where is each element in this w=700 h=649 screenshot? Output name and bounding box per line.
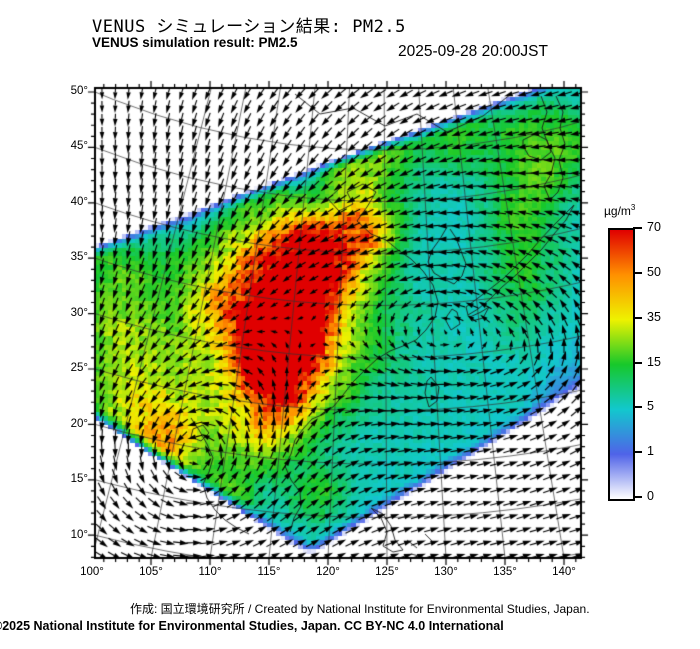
copyright-line: ©2025 National Institute for Environment… <box>0 619 504 633</box>
colorbar-tick-label: 5 <box>647 399 654 413</box>
colorbar-gradient <box>608 228 635 501</box>
credit-line: 作成: 国立環境研究所 / Created by National Instit… <box>130 602 590 616</box>
page-title-japanese: VENUS シミュレーション結果: PM2.5 <box>92 17 406 37</box>
lon-tick-label: 120° <box>316 566 340 578</box>
colorbar-tick-label: 70 <box>647 220 661 234</box>
colorbar-tick <box>633 227 642 229</box>
timestamp: 2025-09-28 20:00JST <box>398 43 548 60</box>
colorbar-tick-label: 1 <box>647 444 654 458</box>
colorbar-units-label: µg/m3 <box>604 203 636 218</box>
colorbar-tick-label: 0 <box>647 489 654 503</box>
lon-tick-label: 110° <box>198 566 222 578</box>
lat-tick-label: 20° <box>70 418 88 430</box>
colorbar-tick <box>633 362 642 364</box>
lon-tick-label: 130° <box>434 566 458 578</box>
colorbar-tick-label: 50 <box>647 265 661 279</box>
pm25-map-canvas <box>87 80 589 566</box>
lat-tick-label: 40° <box>70 196 88 208</box>
lat-tick-label: 15° <box>70 473 88 485</box>
colorbar-tick <box>633 272 642 274</box>
lat-tick-label: 50° <box>70 85 88 97</box>
lat-tick-label: 30° <box>70 307 88 319</box>
colorbar-tick <box>633 451 642 453</box>
lat-tick-label: 35° <box>70 251 88 263</box>
lon-tick-label: 135° <box>493 566 517 578</box>
lon-tick-label: 105° <box>139 566 163 578</box>
lat-tick-label: 45° <box>70 140 88 152</box>
colorbar-tick <box>633 317 642 319</box>
colorbar-tick-label: 15 <box>647 355 661 369</box>
lon-tick-label: 115° <box>257 566 281 578</box>
lon-tick-label: 140° <box>552 566 576 578</box>
lon-tick-label: 100° <box>80 566 104 578</box>
lat-tick-label: 25° <box>70 362 88 374</box>
page-title-english: VENUS simulation result: PM2.5 <box>92 35 298 50</box>
colorbar-tick-label: 35 <box>647 310 661 324</box>
colorbar-tick <box>633 496 642 498</box>
colorbar-tick <box>633 406 642 408</box>
lon-tick-label: 125° <box>375 566 399 578</box>
lat-tick-label: 10° <box>70 529 88 541</box>
